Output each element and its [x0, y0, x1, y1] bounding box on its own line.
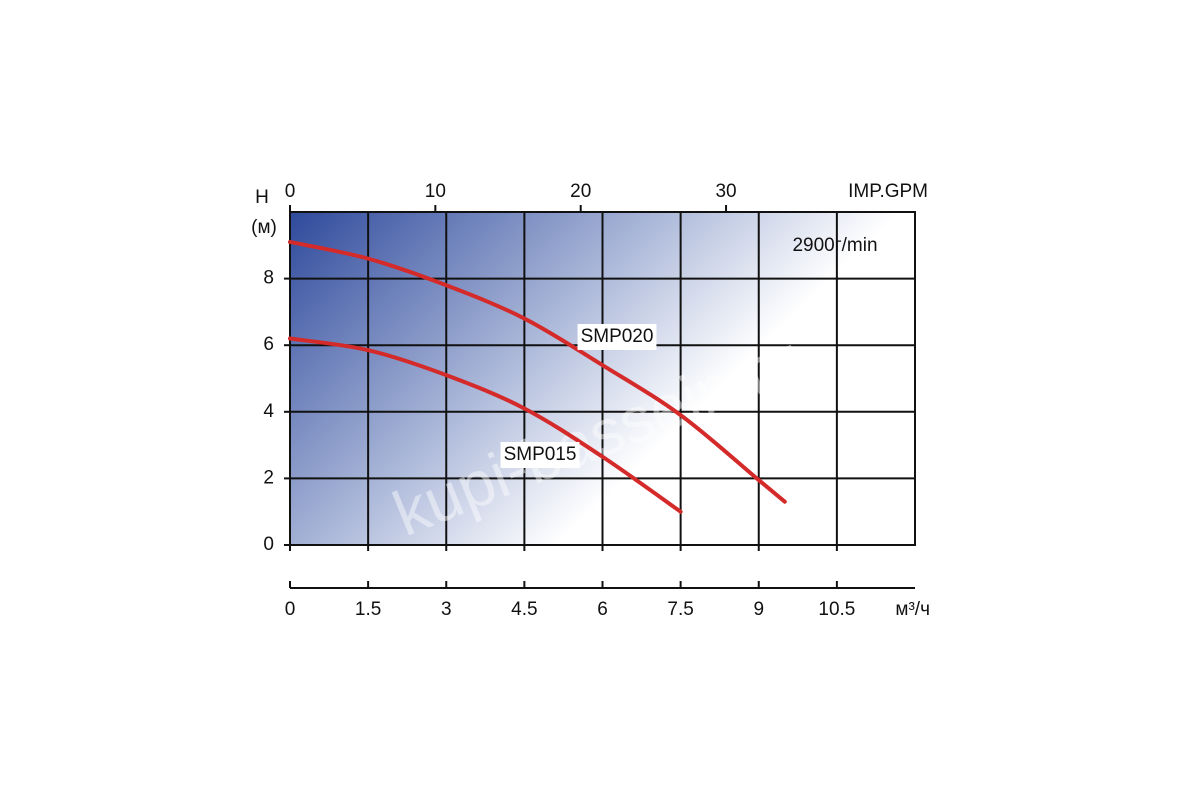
y-axis-unit: (м) — [251, 217, 277, 238]
x2-tick-label: 10 — [425, 181, 446, 202]
y-tick-label: 0 — [263, 534, 274, 555]
x-tick-label: 4.5 — [511, 599, 537, 620]
series-line — [288, 336, 683, 514]
y-tick-label: 4 — [263, 401, 274, 422]
x-tick-label: 10.5 — [818, 599, 855, 620]
series-label: SMP015 — [504, 444, 577, 465]
x2-tick-label: 20 — [570, 181, 591, 202]
x2-tick-label: 30 — [715, 181, 736, 202]
x-axis-label: м³/ч — [895, 599, 930, 620]
x-tick-label: 1.5 — [355, 599, 381, 620]
y-axis-label: H — [255, 187, 269, 208]
x-tick-label: 6 — [597, 599, 608, 620]
series-line — [288, 239, 787, 504]
series-label-bg — [577, 324, 657, 350]
x-tick-label: 7.5 — [667, 599, 693, 620]
y-tick-label: 8 — [263, 268, 274, 289]
x-tick-label: 3 — [441, 599, 452, 620]
series-label: SMP020 — [581, 326, 654, 347]
x-tick-label: 9 — [753, 599, 764, 620]
y-tick-label: 2 — [263, 467, 274, 488]
x2-axis-label: IMP.GPM — [848, 181, 928, 202]
series-label-bg — [500, 442, 580, 468]
x2-tick-label: 0 — [285, 181, 296, 202]
annotation: 2900г/min — [792, 235, 877, 256]
y-tick-label: 6 — [263, 334, 274, 355]
x-tick-label: 0 — [285, 599, 296, 620]
plot-layer — [289, 212, 915, 546]
